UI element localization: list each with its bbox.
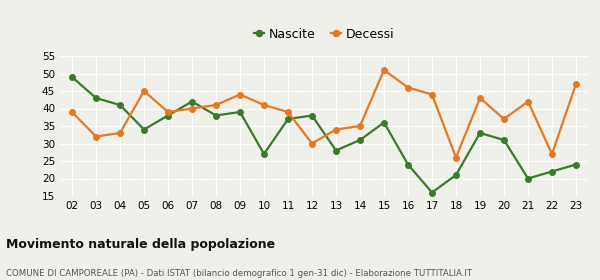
Decessi	[140, 89, 148, 93]
Decessi	[572, 82, 580, 86]
Nascite	[548, 170, 556, 173]
Legend: Nascite, Decessi: Nascite, Decessi	[249, 23, 399, 46]
Nascite	[68, 75, 76, 79]
Decessi	[188, 107, 196, 110]
Nascite	[524, 177, 532, 180]
Decessi	[428, 93, 436, 96]
Nascite	[404, 163, 412, 166]
Decessi	[260, 103, 268, 107]
Nascite	[452, 173, 460, 177]
Decessi	[284, 110, 292, 114]
Decessi	[308, 142, 316, 145]
Nascite	[188, 100, 196, 103]
Decessi	[164, 110, 172, 114]
Nascite	[260, 152, 268, 156]
Nascite	[332, 149, 340, 152]
Nascite	[356, 138, 364, 142]
Decessi	[476, 96, 484, 100]
Nascite	[92, 96, 100, 100]
Nascite	[380, 121, 388, 124]
Decessi	[236, 93, 244, 96]
Decessi	[524, 100, 532, 103]
Nascite	[164, 114, 172, 117]
Line: Nascite: Nascite	[69, 74, 579, 195]
Nascite	[476, 131, 484, 135]
Decessi	[500, 117, 508, 121]
Line: Decessi: Decessi	[69, 67, 579, 160]
Nascite	[212, 114, 220, 117]
Decessi	[332, 128, 340, 131]
Decessi	[452, 156, 460, 159]
Nascite	[428, 191, 436, 194]
Decessi	[212, 103, 220, 107]
Decessi	[404, 86, 412, 89]
Nascite	[284, 117, 292, 121]
Decessi	[380, 68, 388, 72]
Text: Movimento naturale della popolazione: Movimento naturale della popolazione	[6, 238, 275, 251]
Decessi	[116, 131, 124, 135]
Decessi	[356, 124, 364, 128]
Decessi	[92, 135, 100, 138]
Nascite	[116, 103, 124, 107]
Nascite	[140, 128, 148, 131]
Nascite	[572, 163, 580, 166]
Nascite	[500, 138, 508, 142]
Nascite	[236, 110, 244, 114]
Nascite	[308, 114, 316, 117]
Decessi	[548, 152, 556, 156]
Text: COMUNE DI CAMPOREALE (PA) - Dati ISTAT (bilancio demografico 1 gen-31 dic) - Ela: COMUNE DI CAMPOREALE (PA) - Dati ISTAT (…	[6, 269, 472, 278]
Decessi	[68, 110, 76, 114]
